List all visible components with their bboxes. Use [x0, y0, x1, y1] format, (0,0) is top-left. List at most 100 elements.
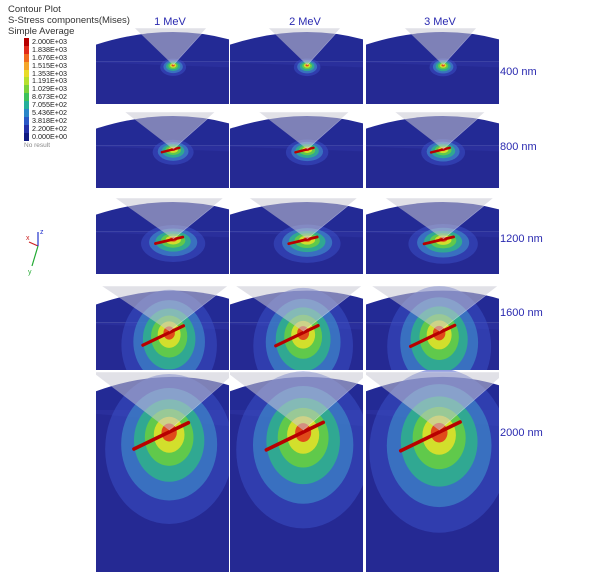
contour-legend: Contour Plot S-Stress components(Mises) …: [8, 4, 130, 149]
contour-cell: [96, 27, 229, 104]
ion-track: [398, 420, 462, 453]
legend-level: 2.200E+02: [8, 123, 108, 133]
contour-cell: [230, 371, 363, 572]
legend-level: 1.838E+03: [8, 45, 108, 54]
legend-level-label: 1.515E+03: [32, 60, 67, 70]
ion-track: [132, 420, 191, 451]
row-header-800nm: 800 nm: [500, 141, 537, 153]
legend-level-label: 2.200E+02: [32, 123, 67, 133]
triad-x-label: x: [26, 235, 30, 242]
legend-swatch: [24, 69, 29, 78]
legend-swatch: [24, 93, 29, 102]
cylinder-body: [96, 61, 229, 104]
beam-cone: [134, 27, 208, 66]
legend-level-label: 8.673E+02: [32, 92, 67, 102]
legend-swatch: [24, 116, 29, 125]
cut-face: [230, 146, 363, 188]
contour-cell: [366, 285, 499, 370]
beam-cone: [249, 197, 359, 240]
legend-level: 1.029E+03: [8, 84, 108, 94]
ion-track: [264, 420, 326, 452]
triad-y-label: y: [28, 269, 32, 276]
contour-cell: [230, 111, 363, 188]
row-header-400nm: 400 nm: [500, 66, 537, 78]
legend-level: 0.000E+00: [8, 131, 108, 141]
legend-level: 8.673E+02: [8, 92, 108, 102]
legend-level-label: 1.029E+03: [32, 84, 67, 94]
ion-track: [160, 146, 181, 154]
legend-level-label: 1.353E+03: [32, 68, 67, 78]
beam-cone: [259, 111, 350, 150]
ion-track: [422, 235, 455, 246]
cylinder-body: [96, 145, 229, 188]
legend-swatch: [24, 61, 29, 70]
legend-level: 7.055E+02: [8, 100, 108, 110]
row-header-1200nm: 1200 nm: [500, 233, 543, 245]
legend-level-label: 5.436E+02: [32, 108, 67, 118]
legend-swatch: [24, 38, 29, 46]
beam-cone: [404, 27, 478, 66]
beam-cone: [230, 371, 363, 431]
legend-swatch: [24, 109, 29, 117]
legend-level-label: 1.676E+03: [32, 52, 67, 62]
cut-face: [366, 62, 499, 104]
cylinder-body: [366, 61, 499, 104]
legend-level: 1.676E+03: [8, 52, 108, 62]
cylinder-body: [366, 145, 499, 188]
ion-track: [154, 235, 185, 245]
contour-cell: [96, 197, 229, 274]
column-header-1: 1 MeV: [154, 16, 186, 28]
legend-title: Contour Plot: [8, 4, 61, 15]
legend-level: 1.191E+03: [8, 76, 108, 86]
column-header-2: 2 MeV: [289, 16, 321, 28]
beam-cone: [115, 197, 225, 240]
ion-track: [287, 235, 319, 246]
row-header-1600nm: 1600 nm: [500, 307, 543, 319]
legend-swatch: [24, 77, 29, 86]
cylinder-body: [230, 61, 363, 104]
legend-swatch: [24, 53, 29, 62]
legend-level: 2.000E+03: [8, 38, 108, 46]
contour-cell: [230, 285, 363, 370]
stress-band: [305, 64, 309, 67]
cut-face: [96, 146, 229, 188]
row-header-2000nm: 2000 nm: [500, 427, 543, 439]
ion-track: [274, 323, 320, 348]
legend-level: 3.818E+02: [8, 117, 108, 125]
contour-cell: [96, 371, 229, 572]
legend-level-label: 7.055E+02: [32, 100, 67, 110]
no-result-label: No result: [24, 141, 51, 149]
beam-cone: [366, 371, 499, 431]
beam-cone: [101, 285, 229, 332]
color-scale: 2.000E+03 1.838E+03 1.676E+03 1.515E+03 1.35…: [8, 38, 108, 141]
ion-track: [294, 146, 315, 154]
stress-band: [171, 64, 175, 67]
legend-level-label: 3.818E+02: [32, 115, 67, 125]
contour-cell: [96, 285, 229, 370]
stress-band: [441, 64, 445, 67]
contour-cell: [230, 27, 363, 104]
triad-z-label: z: [40, 229, 44, 236]
legend-swatch: [24, 45, 29, 54]
legend-subtitle: S-Stress components(Mises): [8, 15, 130, 26]
beam-cone: [395, 111, 486, 150]
column-header-3: 3 MeV: [424, 16, 456, 28]
contour-cell: [366, 197, 499, 274]
beam-cone: [385, 197, 495, 240]
cut-face: [96, 62, 229, 104]
beam-cone: [96, 371, 229, 431]
legend-level-label: 1.191E+03: [32, 76, 67, 86]
contour-cell: [366, 27, 499, 104]
legend-level: 1.353E+03: [8, 68, 108, 78]
cut-face: [366, 146, 499, 188]
contour-cell: [230, 197, 363, 274]
legend-method: Simple Average: [8, 26, 75, 37]
beam-cone: [268, 27, 342, 66]
legend-swatch: [24, 132, 29, 141]
legend-swatch: [24, 124, 29, 133]
contour-cell: [366, 370, 499, 572]
legend-level: 1.515E+03: [8, 60, 108, 70]
legend-swatch: [24, 101, 29, 110]
contour-cell: [366, 111, 499, 188]
legend-level-label: 0.000E+00: [32, 131, 67, 141]
